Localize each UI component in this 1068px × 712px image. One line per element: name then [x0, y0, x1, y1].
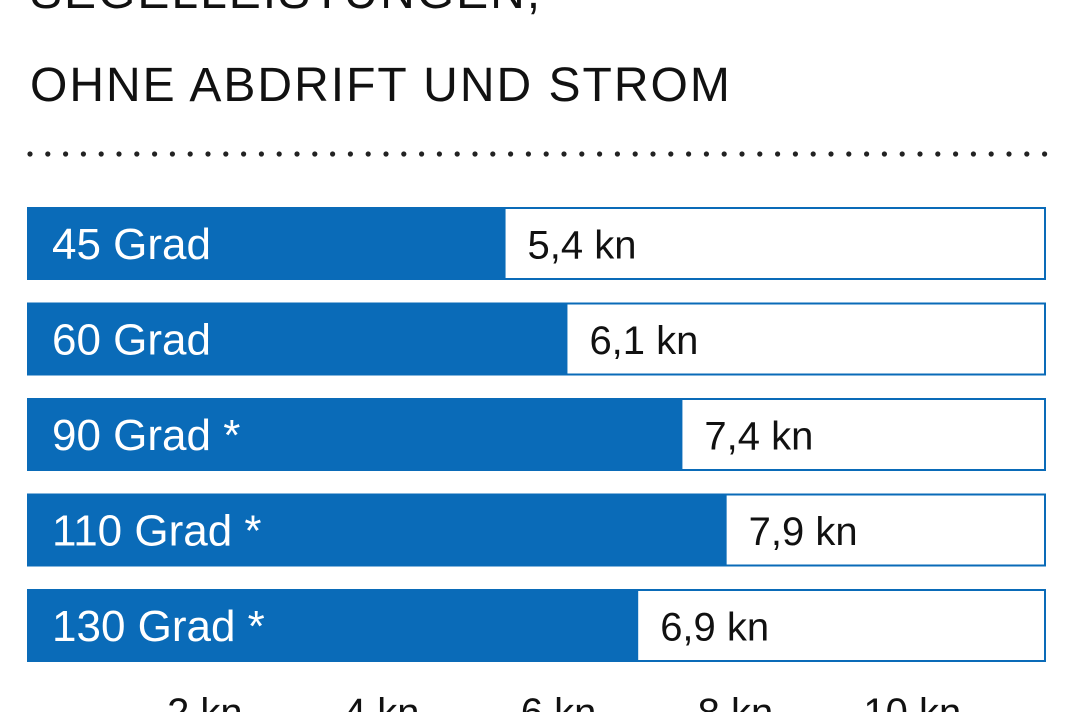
- divider-dot: [116, 151, 122, 157]
- divider-dot: [80, 151, 86, 157]
- bars-group: 45 Grad 5,4 kn 60 Grad 6,1 kn 90 Grad * 7,4 k…: [27, 207, 1046, 662]
- divider-dot: [970, 151, 977, 157]
- bar: [28, 303, 568, 375]
- divider-dot: [650, 151, 656, 157]
- divider-dot: [792, 151, 799, 157]
- divider-dot: [241, 151, 247, 157]
- divider-dot: [1024, 151, 1030, 157]
- divider-dot: [917, 151, 923, 157]
- divider-dot: [579, 151, 585, 157]
- divider-dot: [63, 151, 69, 157]
- bar-row: 45 Grad 5,4 kn: [27, 207, 1046, 280]
- bar-value-label: 7,9 kn: [749, 510, 858, 554]
- divider-dot: [632, 151, 638, 157]
- divider-dot: [258, 151, 264, 157]
- divider-dot: [543, 151, 549, 157]
- bar-row: 90 Grad * 7,4 kn: [27, 398, 1046, 471]
- bar-value-label: 7,4 kn: [704, 415, 813, 459]
- divider-dot: [881, 151, 888, 157]
- divider-dot: [757, 151, 763, 157]
- x-tick-label: 2 kn: [167, 691, 243, 712]
- chart-title-line-2: OHNE ABDRIFT UND STROM: [30, 59, 732, 112]
- divider-dot: [45, 151, 51, 157]
- divider-dot: [899, 151, 905, 157]
- x-tick-label: 4 kn: [344, 691, 420, 712]
- divider-dot: [383, 151, 389, 157]
- divider-dot: [828, 151, 834, 157]
- bar-category-label: 45 Grad: [52, 220, 211, 269]
- divider-dot: [312, 151, 318, 157]
- divider-dot: [810, 151, 816, 157]
- x-tick-label: 10 kn: [863, 691, 961, 712]
- divider-dot: [347, 151, 353, 157]
- divider-dot: [223, 151, 229, 157]
- divider-dot: [134, 151, 140, 157]
- bar-row: 60 Grad 6,1 kn: [27, 302, 1046, 376]
- bar-category-label: 110 Grad *: [52, 506, 262, 555]
- bar-category-label: 60 Grad: [52, 315, 211, 364]
- divider-dot: [614, 151, 621, 157]
- divider-dot: [561, 151, 567, 157]
- bar-value-label: 6,9 kn: [660, 606, 769, 650]
- divider-dot: [490, 151, 496, 157]
- divider-dot: [152, 151, 158, 157]
- divider-dot: [508, 151, 514, 157]
- divider-dot: [365, 151, 371, 157]
- divider-dot: [525, 151, 532, 157]
- divider-dot: [276, 151, 282, 157]
- divider-dot: [864, 151, 870, 157]
- divider-dot: [686, 151, 692, 157]
- bar: [28, 399, 683, 470]
- divider-dot: [187, 151, 193, 157]
- divider-dot: [205, 151, 211, 157]
- divider-dot: [454, 151, 460, 157]
- divider-dot: [1006, 151, 1012, 157]
- divider-dot: [988, 151, 994, 157]
- divider-dot: [98, 151, 104, 157]
- bar: [28, 208, 506, 279]
- bar-value-label: 6,1 kn: [589, 319, 698, 363]
- divider-dot: [597, 151, 603, 157]
- chart-title-line-1: SEGELLEISTUNGEN,: [30, 0, 542, 19]
- divider-dot: [703, 151, 710, 157]
- divider-dot: [472, 151, 478, 157]
- divider-dot: [330, 151, 336, 157]
- divider-dot: [739, 151, 745, 157]
- divider-dot: [1042, 151, 1048, 157]
- divider-dot: [935, 151, 941, 157]
- bar-row: 110 Grad * 7,9 kn: [27, 493, 1046, 567]
- x-axis-ticks: 2 kn 4 kn 6 kn 8 kn 10 kn: [167, 691, 961, 712]
- divider-dot: [846, 151, 852, 157]
- bar-category-label: 90 Grad *: [52, 411, 240, 460]
- bar-value-label: 5,4 kn: [528, 224, 637, 268]
- bar-category-label: 130 Grad *: [52, 602, 265, 651]
- x-tick-label: 8 kn: [698, 691, 774, 712]
- divider-dot: [721, 151, 727, 157]
- divider-dot: [169, 151, 175, 157]
- bar-row: 130 Grad * 6,9 kn: [27, 589, 1046, 662]
- x-tick-label: 6 kn: [521, 691, 597, 712]
- divider-dot: [419, 151, 425, 157]
- divider-dot: [953, 151, 959, 157]
- divider-dot: [436, 151, 442, 157]
- divider-dot: [27, 151, 33, 157]
- bar: [28, 494, 727, 566]
- divider-dot: [775, 151, 781, 157]
- divider-dot: [401, 151, 407, 157]
- bar: [28, 590, 639, 661]
- divider-dot: [294, 151, 300, 157]
- divider-dot: [668, 151, 674, 157]
- dotted-divider: [27, 151, 1048, 157]
